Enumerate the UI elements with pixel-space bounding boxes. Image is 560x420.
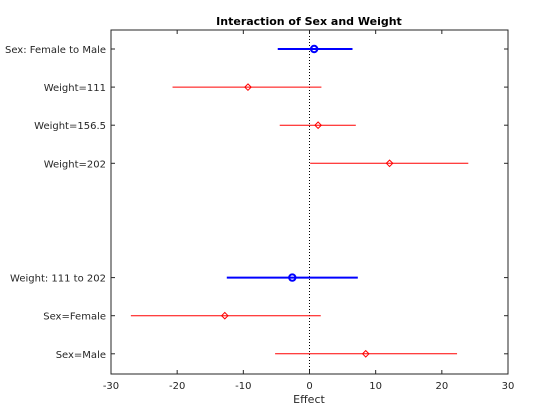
- x-tick-label: 30: [502, 381, 515, 392]
- effect-estimate-marker: [314, 121, 323, 130]
- row-label: Weight=156.5: [34, 121, 106, 132]
- x-axis-ticks: -30 -20 -10 0 10 20 30: [103, 30, 515, 392]
- x-tick-label: 20: [435, 381, 448, 392]
- x-tick-label: 0: [306, 381, 312, 392]
- x-tick-label: -10: [235, 381, 251, 392]
- row-label: Weight=202: [44, 159, 106, 170]
- row-label: Weight=111: [44, 83, 106, 94]
- x-tick-label: -30: [103, 381, 119, 392]
- x-axis-label: Effect: [293, 393, 325, 406]
- effect-estimate-marker: [244, 83, 252, 92]
- effect-estimate-marker: [361, 349, 370, 358]
- row-label: Weight: 111 to 202: [10, 274, 106, 285]
- effect-estimate-marker: [309, 44, 319, 54]
- row-label: Sex=Female: [43, 312, 106, 323]
- effect-estimate-marker: [220, 311, 229, 320]
- effect-rows: Sex: Female to Male Weight=111 Weight=156.…: [5, 44, 508, 361]
- effect-estimate-marker: [385, 159, 394, 168]
- effect-estimate-marker: [288, 273, 297, 282]
- row-label: Sex=Male: [56, 350, 106, 361]
- chart-title: Interaction of Sex and Weight: [216, 15, 402, 28]
- row-label: Sex: Female to Male: [5, 45, 106, 56]
- x-tick-label: -20: [169, 381, 185, 392]
- x-tick-label: 10: [369, 381, 382, 392]
